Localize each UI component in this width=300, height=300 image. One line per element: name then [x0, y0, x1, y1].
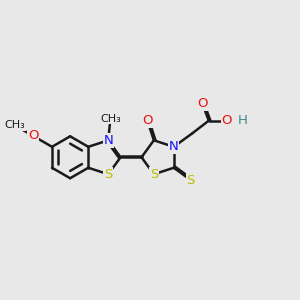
Text: O: O	[197, 97, 208, 110]
Text: S: S	[187, 174, 195, 187]
Text: S: S	[150, 168, 158, 181]
Text: N: N	[169, 140, 178, 153]
Text: CH₃: CH₃	[4, 120, 25, 130]
Text: O: O	[28, 129, 38, 142]
Text: CH₃: CH₃	[100, 114, 121, 124]
Text: O: O	[142, 114, 153, 127]
Text: N: N	[103, 134, 113, 147]
Text: H: H	[238, 114, 248, 127]
Text: O: O	[222, 114, 232, 127]
Text: S: S	[104, 168, 112, 181]
